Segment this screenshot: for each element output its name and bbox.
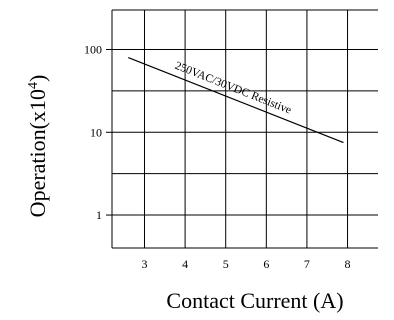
y-tick-labels: 1 10 100 <box>84 42 112 222</box>
grid <box>111 9 378 249</box>
y-axis-title-main: Operation(x10 <box>25 89 50 217</box>
y-axis-title-exponent: 4 <box>26 82 41 89</box>
y-tick-label: 10 <box>90 125 102 139</box>
x-tick-labels: 3 4 5 6 7 8 <box>141 257 350 271</box>
x-tick-label: 7 <box>304 257 310 271</box>
series-line <box>128 56 344 144</box>
x-axis-title: Contact Current (A) <box>166 288 343 313</box>
x-tick-label: 3 <box>141 257 147 271</box>
y-axis-title-close: ) <box>25 75 50 82</box>
series-layer <box>128 56 344 144</box>
x-tick-label: 6 <box>263 257 269 271</box>
x-tick-label: 5 <box>223 257 229 271</box>
y-axis-title: Operation(x104) <box>25 75 50 218</box>
y-tick-label: 100 <box>84 42 102 56</box>
series-annotation: 250VAC/30VDC Resistive <box>173 60 293 117</box>
x-tick-label: 4 <box>182 257 188 271</box>
y-tick-label: 1 <box>96 208 102 222</box>
x-tick-label: 8 <box>345 257 351 271</box>
